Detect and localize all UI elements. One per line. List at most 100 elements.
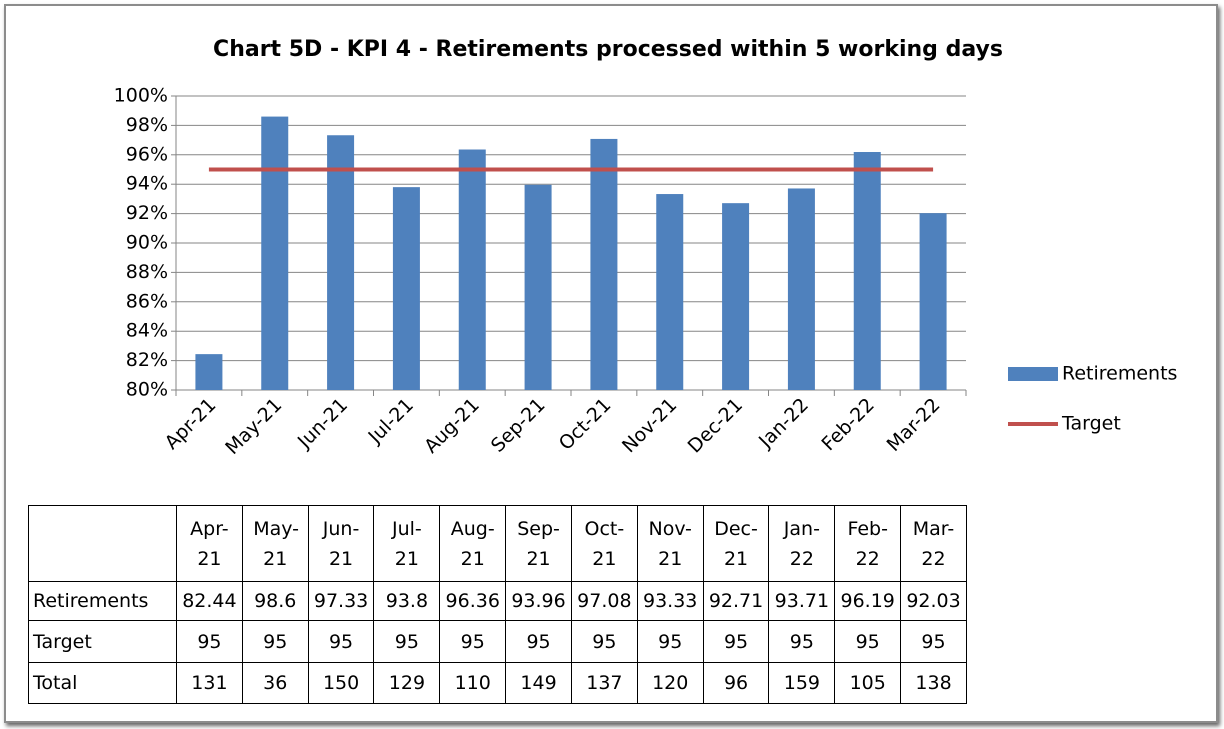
header-cell: Dec-21 — [702, 505, 770, 582]
row-name: Total — [28, 662, 177, 704]
header-cell: Feb-22 — [834, 505, 902, 582]
table-cell: 95 — [702, 620, 770, 663]
table-cell: 82.44 — [176, 581, 243, 621]
bar — [195, 354, 223, 390]
header-label: Aug-21 — [450, 517, 495, 570]
y-tick-label: 90% — [126, 232, 168, 254]
legend-swatch — [1008, 367, 1058, 381]
header-label: Jan-22 — [783, 517, 820, 570]
x-tick-label: Jan-22 — [754, 394, 813, 453]
table-row: Total 131 36 150 129 110 149 137 120 96 159 105 138 — [28, 662, 967, 704]
table-cell: 95 — [570, 620, 638, 663]
header-cell: Jan-22 — [768, 505, 836, 582]
header-label: Nov-21 — [648, 517, 692, 570]
header-label: Jul-21 — [392, 517, 422, 570]
header-cell: Apr-21 — [176, 505, 243, 582]
row-name: Target — [28, 620, 177, 663]
bar — [787, 188, 815, 390]
table-cell: 95 — [373, 620, 441, 663]
table-cell: 149 — [505, 662, 572, 704]
header-cell: Oct-21 — [570, 505, 638, 582]
bar — [392, 187, 420, 390]
table-cell: 131 — [176, 662, 243, 704]
x-tick-label: Sep-21 — [487, 394, 550, 457]
table-cell: 92.03 — [900, 581, 967, 621]
table-cell: 97.08 — [570, 581, 638, 621]
header-label: Apr-21 — [190, 517, 229, 570]
table-cell: 95 — [176, 620, 243, 663]
table-cell: 110 — [439, 662, 507, 704]
table-cell: 159 — [768, 662, 836, 704]
data-table: Apr-21 May-21 Jun-21 Jul-21 Aug-21 Sep-21 Oct-… — [28, 505, 967, 704]
x-tick-label: Mar-22 — [883, 394, 945, 456]
x-tick-label: Jul-21 — [364, 394, 418, 448]
table-cell: 97.33 — [307, 581, 375, 621]
table-cell: 92.71 — [702, 581, 770, 621]
table-cell: 129 — [373, 662, 441, 704]
chart-frame: Chart 5D - KPI 4 - Retirements processed… — [4, 4, 1218, 723]
y-tick-label: 98% — [126, 114, 168, 136]
table-cell: 95 — [834, 620, 902, 663]
bar — [524, 184, 552, 390]
header-label: Jun-21 — [322, 517, 360, 570]
table-cell: 93.71 — [768, 581, 836, 621]
header-label: Sep-21 — [517, 517, 560, 570]
header-label: Feb-22 — [847, 517, 888, 570]
header-cell: Nov-21 — [636, 505, 704, 582]
bar — [458, 149, 486, 390]
table-row: Target 95 95 95 95 95 95 95 95 95 95 95 95 — [28, 620, 967, 663]
y-tick-label: 94% — [126, 173, 168, 195]
x-tick-label: Apr-21 — [161, 394, 221, 454]
header-label: Dec-21 — [714, 517, 758, 570]
table-cell: 95 — [505, 620, 572, 663]
header-label: Mar-22 — [912, 517, 955, 570]
y-tick-label: 92% — [126, 202, 168, 224]
header-cell: Sep-21 — [505, 505, 572, 582]
legend-label: Retirements — [1062, 363, 1177, 385]
corner-cell — [28, 505, 177, 582]
y-tick-label: 80% — [126, 379, 168, 401]
header-cell: Jul-21 — [373, 505, 441, 582]
table-cell: 137 — [570, 662, 638, 704]
table-cell: 96.36 — [439, 581, 507, 621]
y-tick-label: 96% — [126, 143, 168, 165]
table-cell: 95 — [241, 620, 309, 663]
x-tick-label: May-21 — [221, 394, 286, 459]
table-cell: 95 — [636, 620, 704, 663]
chart: Chart 5D - KPI 4 - Retirements processed… — [114, 37, 1178, 459]
table-cell: 95 — [768, 620, 836, 663]
bar — [261, 116, 289, 390]
table-row: Retirements 82.44 98.6 97.33 93.8 96.36 93.96 9… — [28, 581, 967, 621]
y-tick-label: 86% — [126, 290, 168, 312]
header-cell: May-21 — [241, 505, 309, 582]
bar — [722, 203, 750, 390]
table-cell: 95 — [307, 620, 375, 663]
x-tick-label: Nov-21 — [618, 394, 681, 457]
bar — [656, 194, 684, 390]
table-cell: 96 — [702, 662, 770, 704]
table-cell: 93.96 — [505, 581, 572, 621]
bar — [853, 152, 881, 390]
x-tick-label: Dec-21 — [684, 394, 748, 458]
table-cell: 120 — [636, 662, 704, 704]
table-cell: 93.8 — [373, 581, 441, 621]
table-cell: 96.19 — [834, 581, 902, 621]
x-tick-label: Aug-21 — [420, 394, 484, 458]
header-cell: Aug-21 — [439, 505, 507, 582]
table-cell: 98.6 — [241, 581, 309, 621]
header-label: Oct-21 — [584, 517, 625, 570]
table-cell: 95 — [900, 620, 967, 663]
bar — [327, 135, 355, 390]
chart-title: Chart 5D - KPI 4 - Retirements processed… — [213, 37, 1003, 62]
y-tick-label: 84% — [126, 320, 168, 342]
bar — [919, 213, 947, 390]
x-tick-label: Oct-21 — [555, 394, 616, 455]
table-cell: 138 — [900, 662, 967, 704]
header-cell: Mar-22 — [900, 505, 967, 582]
y-tick-label: 100% — [114, 85, 168, 107]
header-row: Apr-21 May-21 Jun-21 Jul-21 Aug-21 Sep-21 Oct-… — [28, 505, 967, 582]
y-tick-label: 82% — [126, 349, 168, 371]
table-cell: 150 — [307, 662, 375, 704]
table-cell: 36 — [241, 662, 309, 704]
y-tick-label: 88% — [126, 261, 168, 283]
